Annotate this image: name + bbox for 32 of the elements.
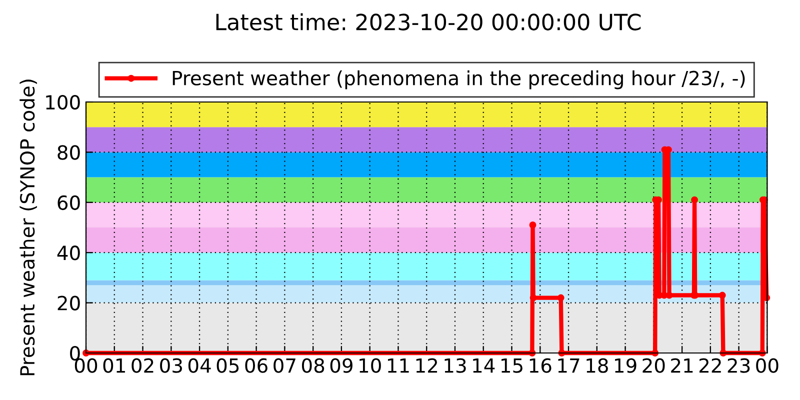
y-tick-label: 20	[58, 296, 80, 310]
x-tick-label: 07	[274, 358, 296, 373]
x-tick-label: 09	[330, 358, 352, 373]
y-tick-label: 60	[58, 195, 80, 210]
x-tick-label: 02	[132, 358, 154, 373]
x-tick-label: 22	[699, 358, 721, 373]
x-tick-label: 17	[558, 358, 580, 373]
y-tick-label: 100	[46, 94, 80, 110]
x-tick-label: 00	[756, 358, 778, 373]
x-tick-label: 05	[216, 358, 239, 373]
y-tick-label: 80	[58, 145, 80, 160]
legend-label: Present weather (phenomena in the preceding hour /23/, -)	[172, 70, 745, 90]
x-tick-label: 12	[416, 358, 438, 373]
x-tick-label: 20	[642, 358, 665, 373]
x-tick-label: 18	[586, 358, 608, 373]
y-axis-title: Present weather (SYNOP code)	[20, 80, 37, 376]
chart-title: Latest time: 2023-10-20 00:00:00 UTC	[216, 13, 641, 30]
x-tick-label: 15	[502, 358, 522, 373]
x-tick-label: 19	[615, 358, 636, 373]
x-tick-label: 06	[245, 358, 268, 373]
y-tick-label: 40	[57, 246, 80, 260]
x-tick-label: 13	[444, 358, 466, 373]
x-tick-label: 14	[473, 358, 495, 373]
x-tick-label: 01	[103, 358, 125, 373]
x-tick-label: 04	[188, 358, 211, 373]
x-tick-label: 11	[388, 358, 409, 373]
x-tick-label: 16	[530, 358, 552, 373]
x-tick-label: 23	[728, 358, 750, 373]
x-tick-label: 08	[302, 358, 324, 373]
x-tick-label: 10	[360, 358, 381, 373]
x-tick-label: 21	[671, 358, 693, 373]
x-tick-label: 03	[160, 358, 182, 373]
